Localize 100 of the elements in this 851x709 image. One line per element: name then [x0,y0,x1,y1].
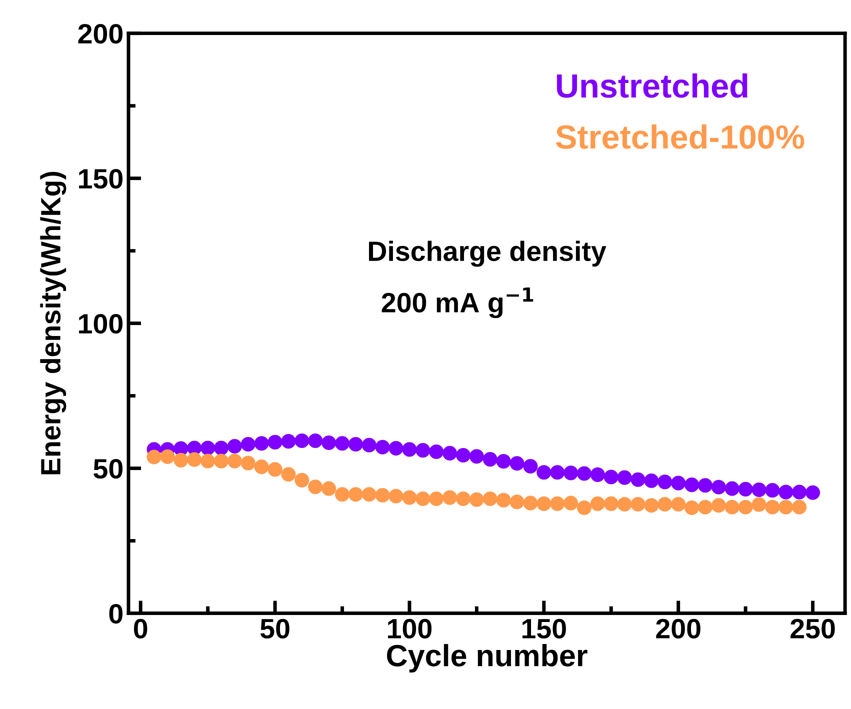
point [442,446,458,460]
point [550,465,565,480]
point [456,491,471,506]
point [765,500,780,514]
point [322,435,336,450]
point [724,500,740,514]
point [268,434,282,450]
y-tick-label: 100 [79,314,123,334]
point [308,480,323,494]
point [281,434,296,449]
point [536,496,552,511]
point [240,436,256,452]
point [752,482,766,498]
point [523,458,538,474]
y-tick-label: 150 [79,168,123,189]
point [564,496,578,510]
point [348,436,363,452]
point [765,483,780,498]
point [146,450,162,464]
point [658,496,672,512]
x-tick-label: 0 [134,618,148,639]
point [348,487,363,502]
point [711,498,726,513]
point [805,485,820,500]
point [227,438,242,454]
point [738,500,753,514]
point [294,472,310,488]
point [482,491,498,506]
point [752,497,766,512]
point [429,444,444,460]
x-tick-label: 150 [522,618,566,639]
point [792,484,807,500]
point [240,456,256,470]
y-tick-label: 0 [109,604,123,624]
y-tick-label: 200 [78,24,123,44]
point [671,476,686,490]
point [416,491,430,506]
point [684,478,700,492]
point [334,487,350,502]
point [698,500,713,514]
point [698,478,713,493]
point [550,496,565,511]
point [174,452,188,468]
point [590,467,605,482]
point [604,470,618,484]
point [308,433,323,448]
point [294,433,310,448]
annotation: Discharge density [368,240,606,267]
x-tick-label: 250 [790,618,835,639]
point [630,496,646,512]
point [604,496,618,511]
point [711,480,726,494]
point [375,488,390,503]
point [200,454,216,468]
point [658,474,672,490]
point [792,500,807,514]
point [510,494,524,510]
point [482,452,498,467]
point [375,440,390,454]
x-axis-title: Cycle number [386,644,588,673]
point [510,456,524,471]
point [469,449,484,464]
text: Unstretched [556,73,748,98]
point [496,454,511,469]
point [322,481,336,496]
point [644,473,659,488]
y-tick-label: 50 [94,458,123,479]
y-axis-title: Energy density(Wh/Kg) [40,172,66,474]
point [442,490,458,505]
point [254,436,269,451]
point [362,438,376,452]
point [214,440,229,456]
point [227,454,242,468]
point [254,460,269,474]
point [617,470,632,485]
annotation: 200 mA g$^{−1}$ [382,287,534,318]
point [334,436,350,451]
point [576,466,592,481]
point [281,467,296,482]
point [576,500,592,516]
point [738,482,753,496]
point [778,484,794,500]
point [564,466,578,480]
point [416,443,430,458]
x-tick-label: 100 [388,618,432,639]
point [778,500,794,514]
point [630,472,646,487]
point [402,442,417,457]
point [160,449,175,464]
point [523,496,538,510]
point [496,492,511,508]
point [469,492,484,507]
point [456,448,471,463]
point [671,496,686,512]
x-tick-label: 50 [260,618,290,639]
point [362,487,376,502]
point [388,488,404,504]
point [617,496,632,512]
point [536,465,552,480]
point [402,490,417,505]
